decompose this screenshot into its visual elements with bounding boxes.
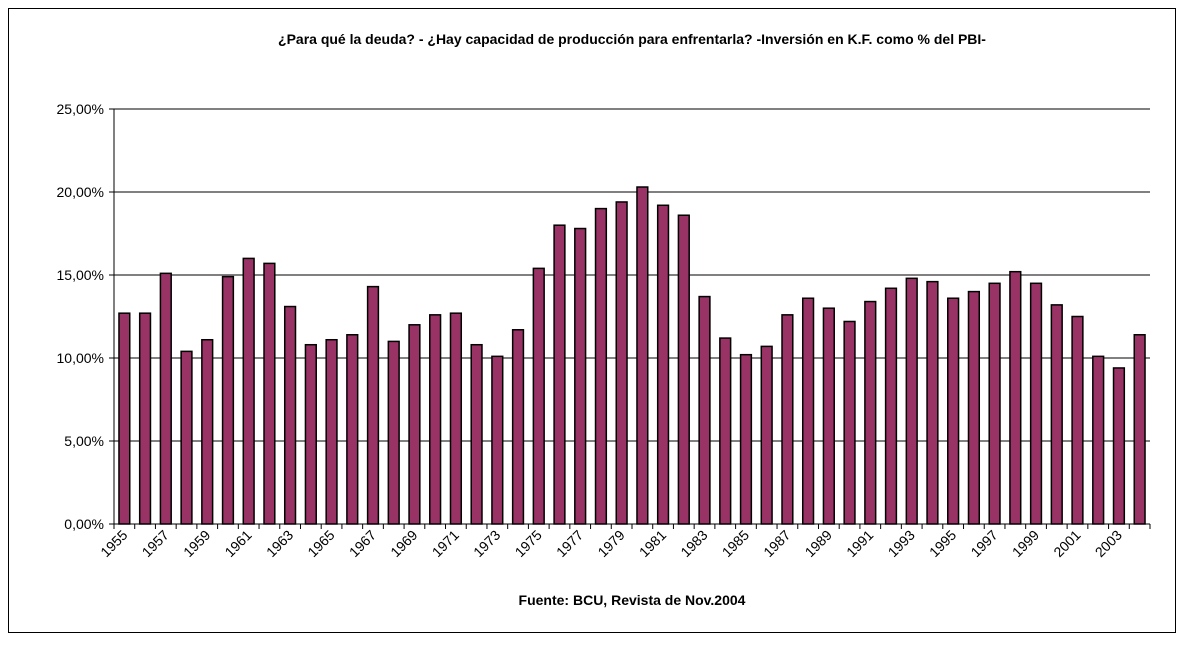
bar	[864, 300, 877, 525]
bar	[201, 338, 214, 525]
bar	[926, 280, 939, 525]
chart-border	[8, 8, 1176, 633]
bar	[719, 337, 732, 525]
bar	[760, 345, 773, 525]
bar	[366, 285, 380, 525]
chart-title: ¿Para qué la deuda? - ¿Hay capacidad de …	[278, 31, 986, 47]
bar	[221, 275, 235, 525]
y-tick-label: 15,00%	[57, 267, 104, 283]
bar	[1071, 315, 1084, 525]
bar	[180, 350, 193, 525]
y-tick-label: 10,00%	[57, 350, 104, 366]
bar	[491, 355, 504, 525]
bar	[553, 224, 566, 525]
bar	[636, 186, 649, 525]
bar	[947, 297, 960, 525]
bar	[656, 204, 670, 525]
bar	[594, 207, 608, 525]
bar	[138, 312, 152, 525]
bar	[346, 334, 359, 525]
bar	[1133, 334, 1146, 525]
bar	[511, 329, 525, 525]
bar	[615, 201, 628, 525]
bar	[408, 324, 421, 525]
bar	[801, 297, 815, 525]
bar	[1112, 367, 1126, 525]
bar	[387, 340, 400, 525]
y-tick-label: 20,00%	[57, 184, 104, 200]
y-tick-label: 0,00%	[64, 516, 104, 532]
bar	[988, 282, 1001, 525]
bar	[739, 353, 753, 525]
bar	[822, 307, 835, 525]
bar	[698, 295, 711, 525]
source-note: Fuente: BCU, Revista de Nov.2004	[519, 592, 746, 608]
bar	[118, 312, 131, 525]
bar	[470, 343, 483, 525]
bar	[159, 272, 172, 525]
bar	[449, 312, 463, 525]
y-tick-label: 25,00%	[57, 101, 104, 117]
bar	[905, 277, 918, 525]
bar	[1092, 355, 1105, 525]
bar	[1050, 304, 1063, 525]
bar	[325, 338, 338, 525]
bar	[429, 314, 442, 525]
bar	[1029, 282, 1043, 525]
bar	[967, 290, 981, 525]
bar	[781, 314, 794, 525]
bar	[884, 287, 898, 525]
y-tick-label: 5,00%	[64, 433, 104, 449]
bar	[677, 214, 690, 525]
bar	[574, 227, 587, 525]
bar	[242, 257, 255, 525]
bar	[1009, 270, 1022, 525]
bar	[843, 320, 856, 525]
bar	[532, 267, 545, 525]
bar	[283, 305, 297, 525]
bar	[263, 262, 276, 525]
bar	[304, 343, 317, 525]
